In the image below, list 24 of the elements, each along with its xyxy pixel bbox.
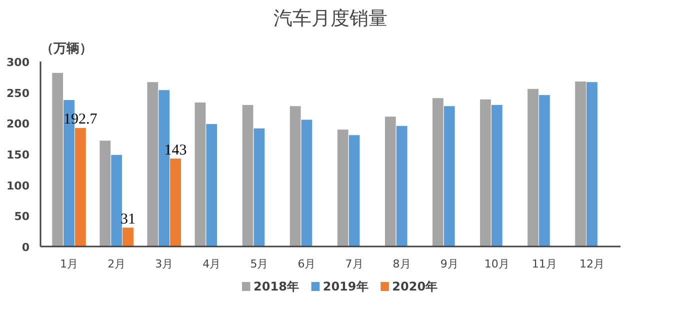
y-tick-label: 200: [6, 118, 30, 131]
x-tick-label: 12月: [579, 258, 604, 270]
y-tick-label: 150: [6, 148, 30, 162]
x-tick-label: 7月: [345, 258, 364, 270]
x-tick-label: 10月: [484, 258, 510, 270]
x-tick-label: 9月: [440, 258, 458, 270]
x-tick-label: 11月: [532, 258, 557, 270]
y-tick-label: 0: [22, 241, 30, 254]
y-tick-label: 300: [6, 56, 30, 69]
y-tick-label: 50: [14, 210, 30, 224]
x-tick-label: 8月: [392, 258, 411, 270]
y-tick-label: 100: [6, 179, 30, 192]
y-tick-label: 250: [6, 86, 30, 100]
legend-label: 2019年: [322, 280, 368, 294]
y-axis-title: （万辆）: [40, 42, 92, 56]
x-tick-label: 4月: [202, 258, 221, 270]
x-tick-label: 1月: [60, 258, 78, 270]
legend-label: 2020年: [392, 280, 438, 294]
x-tick-label: 2月: [108, 258, 126, 270]
legend-label: 2018年: [254, 280, 299, 294]
x-tick-label: 5月: [250, 258, 268, 270]
x-tick-label: 3月: [155, 258, 174, 270]
chart-title: 汽车月度销量: [274, 8, 388, 30]
x-tick-label: 6月: [298, 258, 316, 270]
